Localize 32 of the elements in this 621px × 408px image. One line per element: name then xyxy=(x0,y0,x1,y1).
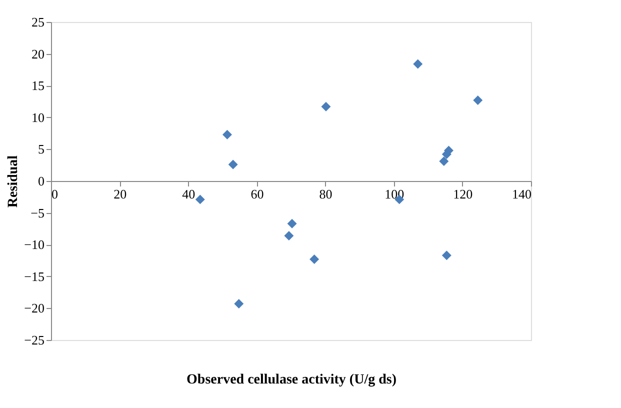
x-tick-label: 40 xyxy=(182,186,196,202)
y-tick-label: 10 xyxy=(32,110,44,125)
x-axis-title: Observed cellulase activity (U/g ds) xyxy=(186,372,397,388)
y-tick-label: 20 xyxy=(32,46,44,62)
point xyxy=(413,59,423,69)
point xyxy=(222,130,232,140)
x-tick-label: 0 xyxy=(52,186,58,202)
y-tick-label: 0 xyxy=(38,174,44,188)
y-tick-label: −20 xyxy=(24,300,44,316)
point xyxy=(234,299,244,308)
point xyxy=(473,95,483,105)
point xyxy=(228,160,238,170)
point xyxy=(284,230,294,240)
y-tick-label: −25 xyxy=(24,332,44,348)
point xyxy=(195,194,205,204)
y-tick-label: −10 xyxy=(24,237,44,252)
point xyxy=(287,218,297,228)
point xyxy=(439,156,449,166)
point xyxy=(442,250,452,260)
y-tick-label: 5 xyxy=(38,142,44,157)
y-axis-title: Residual xyxy=(6,155,22,208)
x-tick-label: 20 xyxy=(114,186,127,202)
x-tick-label: 60 xyxy=(250,186,264,202)
x-tick-label: 140 xyxy=(512,186,532,202)
y-tick-label: −5 xyxy=(30,205,44,220)
x-tick-label: 120 xyxy=(453,186,473,202)
point xyxy=(310,254,320,264)
y-tick-label: −15 xyxy=(24,268,44,284)
y-tick-label: 15 xyxy=(32,78,44,94)
y-tick-label: 25 xyxy=(32,14,44,30)
x-tick-label: 80 xyxy=(319,186,332,202)
point xyxy=(321,102,331,112)
